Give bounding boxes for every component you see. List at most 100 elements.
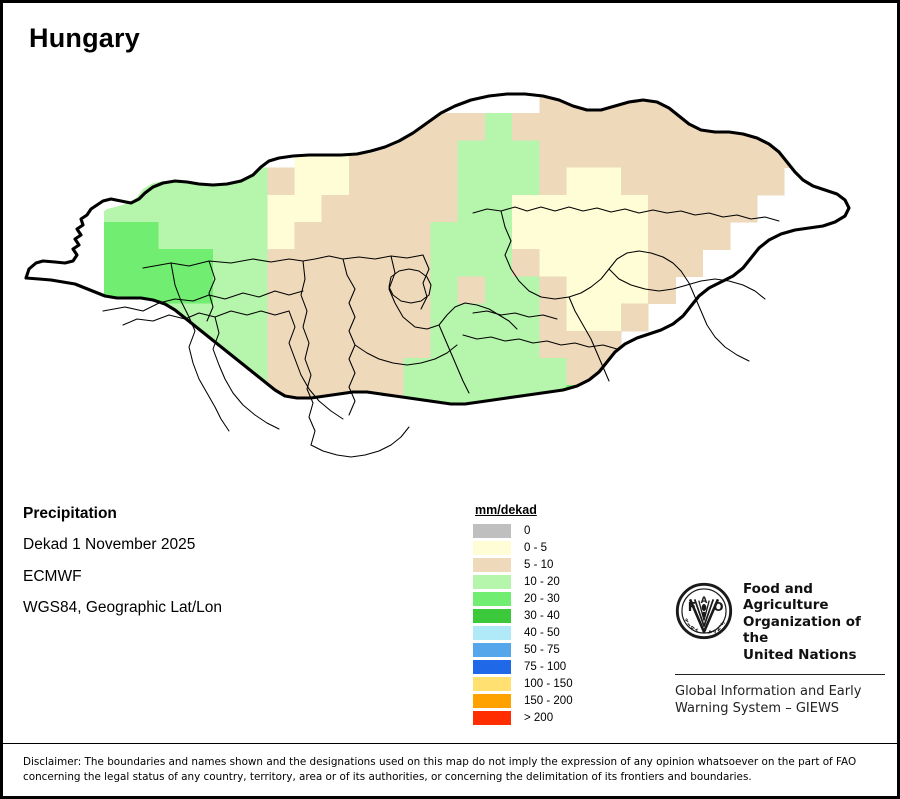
info-projection: WGS84, Geographic Lat/Lon	[23, 598, 223, 616]
raster-cell	[539, 222, 568, 250]
raster-cell	[267, 385, 296, 405]
legend-swatch	[473, 710, 511, 725]
raster-cell	[376, 194, 404, 223]
raster-cell	[403, 412, 431, 440]
raster-cell	[729, 95, 758, 114]
raster-cell	[131, 303, 160, 332]
raster-cell	[702, 194, 731, 223]
raster-cell	[648, 113, 676, 141]
raster-cell	[240, 222, 268, 250]
raster-cell	[729, 194, 758, 223]
raster-cell	[348, 385, 377, 405]
raster-cell	[321, 194, 350, 223]
info-variable: Precipitation	[23, 505, 117, 522]
raster-cell	[648, 167, 676, 196]
svg-text:F: F	[684, 618, 691, 624]
raster-cell	[457, 276, 486, 305]
precipitation-map[interactable]	[3, 63, 897, 483]
raster-cell	[566, 140, 595, 169]
fao-divider	[675, 674, 885, 676]
raster-cell	[267, 222, 296, 250]
raster-cell	[403, 222, 432, 250]
legend-row: 40 - 50	[473, 624, 573, 641]
info-source: ECMWF	[23, 567, 82, 585]
svg-text:T: T	[695, 628, 701, 635]
raster-cell	[484, 113, 513, 141]
legend-label: 50 - 75	[524, 643, 560, 656]
legend-label: 10 - 20	[524, 575, 560, 588]
raster-cell	[512, 249, 540, 277]
raster-cell	[294, 194, 323, 223]
raster-cell	[212, 276, 241, 305]
legend-label: 0	[524, 524, 531, 537]
legend-label: > 200	[524, 711, 554, 724]
legend-label: 0 - 5	[524, 541, 548, 554]
raster-cell	[294, 222, 323, 250]
raster-cell	[104, 276, 132, 305]
raster-cell	[566, 358, 595, 386]
raster-cell	[702, 95, 731, 114]
fao-organization-name: Food and Agriculture Organization of the…	[743, 581, 890, 663]
raster-cell	[566, 276, 595, 305]
raster-cell	[729, 167, 758, 196]
raster-cell	[539, 140, 568, 169]
legend-row: 5 - 10	[473, 556, 573, 573]
raster-cell	[702, 140, 731, 169]
raster-cell	[620, 249, 649, 277]
raster-cell	[348, 330, 377, 359]
raster-cell	[403, 276, 432, 305]
raster-cell	[539, 113, 568, 141]
giews-line-1: Global Information and Early	[675, 684, 862, 700]
raster-cell	[376, 385, 404, 405]
raster-cell	[485, 412, 513, 440]
raster-cell	[185, 140, 214, 169]
raster-cell	[566, 113, 595, 141]
raster-cell	[403, 194, 432, 223]
raster-cell	[376, 113, 404, 141]
raster-cell	[348, 276, 377, 305]
raster-cell	[593, 167, 622, 196]
raster-cell	[512, 113, 540, 141]
raster-cell	[158, 330, 187, 359]
raster-cell	[620, 222, 649, 250]
raster-cell	[348, 358, 377, 386]
fao-logo-icon: F O A F I A T P A N I S	[675, 582, 733, 640]
legend-swatch	[473, 625, 511, 640]
legend-label: 20 - 30	[524, 592, 560, 605]
raster-cell	[403, 358, 432, 386]
raster-cell	[376, 412, 404, 440]
raster-cell	[158, 140, 187, 169]
legend-swatch	[473, 608, 511, 623]
raster-cell	[457, 167, 486, 196]
legend-row: 100 - 150	[473, 675, 573, 692]
legend-swatch	[473, 676, 511, 691]
raster-cell	[185, 276, 214, 305]
raster-cell	[376, 249, 404, 277]
giews-programme-name: Global Information and Early Warning Sys…	[675, 684, 890, 717]
raster-cell	[295, 412, 323, 440]
raster-cell	[566, 222, 595, 250]
fao-org-line-3: United Nations	[743, 646, 857, 663]
raster-cell	[430, 167, 459, 196]
raster-cell	[566, 249, 595, 277]
raster-cell	[457, 222, 486, 250]
raster-cell	[484, 167, 513, 196]
raster-cell	[348, 249, 377, 277]
raster-cell	[267, 412, 295, 440]
svg-text:I: I	[687, 622, 693, 628]
raster-cell	[240, 276, 268, 305]
raster-cell	[321, 385, 350, 405]
raster-cell	[294, 167, 323, 196]
raster-cell	[267, 249, 296, 277]
raster-cell	[267, 330, 296, 359]
raster-cell	[675, 167, 704, 196]
raster-cell	[457, 330, 486, 359]
raster-cell	[430, 276, 459, 305]
raster-cell	[348, 113, 377, 141]
fao-branding: F O A F I A T P A N I S F	[675, 581, 890, 717]
legend-label: 75 - 100	[524, 660, 567, 673]
raster-cell	[322, 412, 350, 440]
legend-label: 150 - 200	[524, 694, 573, 707]
raster-cell	[566, 303, 595, 332]
raster-cell	[620, 113, 649, 141]
